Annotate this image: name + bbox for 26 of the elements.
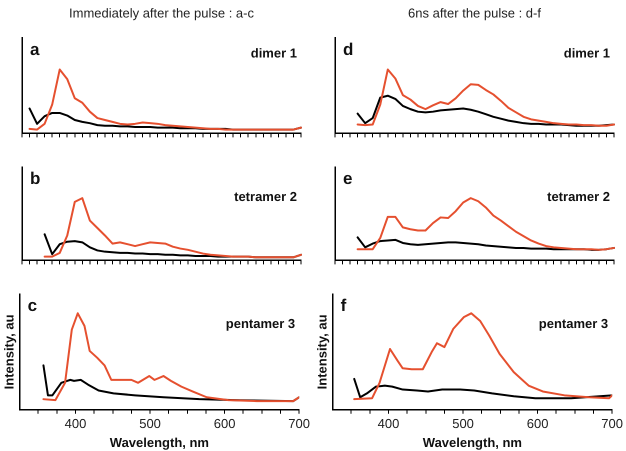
annotation: tetramer 2 [547,189,610,204]
y-axis-title: Intensity, au [314,314,330,390]
x-axis-title: Wavelength, nm [422,434,522,450]
x-tick-label: 700 [601,416,624,432]
text: b [30,169,40,188]
annotation: pentamer 3 [538,316,608,332]
x-tick-label: 600 [526,416,548,432]
x-axis-title: Wavelength, nm [110,434,209,450]
x-tick-label: 400 [64,416,86,432]
annotation: c [28,296,38,316]
chart-title: Immediately after the pulse : a-c [69,5,254,20]
x-tick-label: 500 [452,416,474,432]
text: d [343,40,354,59]
annotation: pentamer 3 [226,316,296,332]
annotation: f [340,296,347,316]
chart-title: 6ns after the pulse : d-f [408,5,542,20]
x-tick-label: 500 [139,416,161,432]
text: dimer 1 [564,46,610,61]
x-tick-label: 700 [288,416,310,432]
text: a [30,40,40,59]
annotation: tetramer 2 [234,189,297,204]
y-axis-title: Intensity, au [1,314,16,390]
text: e [343,169,352,188]
text: dimer 1 [250,46,297,61]
x-tick-label: 600 [214,416,236,432]
x-tick-label: 400 [378,416,400,432]
